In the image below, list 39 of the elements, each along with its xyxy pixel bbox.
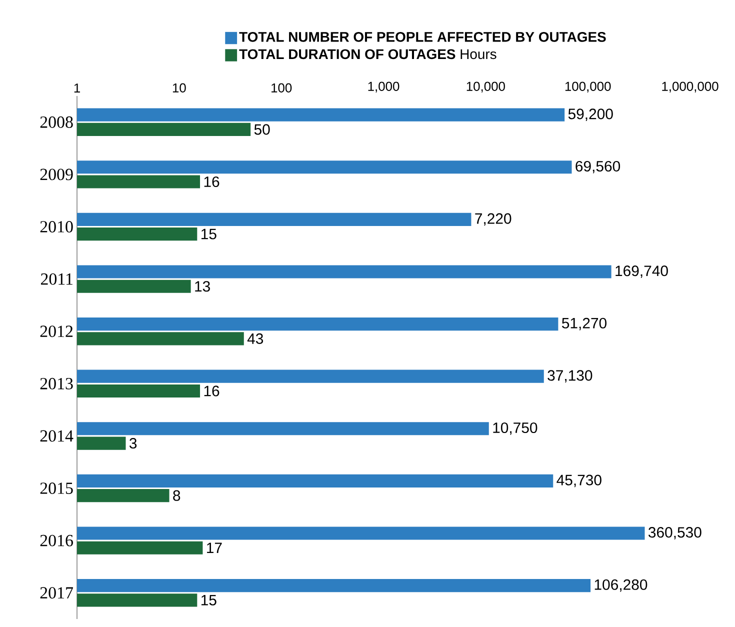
y-tick-label: 2012 bbox=[40, 326, 73, 338]
x-tick-label: 100 bbox=[272, 83, 292, 92]
x-tick-label: 1,000 bbox=[368, 82, 400, 92]
data-label: 43 bbox=[247, 333, 264, 344]
data-label: 360,530 bbox=[648, 527, 702, 540]
y-tick-label: 2008 bbox=[40, 116, 73, 128]
legend-label: TOTAL NUMBER OF PEOPLE AFFECTED BY OUTAGES bbox=[239, 32, 606, 42]
x-tick-label: 1 bbox=[74, 84, 80, 92]
data-label: 69,560 bbox=[576, 160, 620, 174]
data-label: 106,280 bbox=[594, 579, 648, 592]
legend-label: TOTAL DURATION OF OUTAGES Hours bbox=[239, 49, 496, 60]
y-tick-label: 2014 bbox=[40, 430, 74, 442]
data-label: 16 bbox=[204, 176, 220, 188]
y-tick-label: 2016 bbox=[40, 534, 73, 546]
y-tick-label: 2015 bbox=[40, 482, 73, 494]
data-label: 45,730 bbox=[556, 474, 602, 488]
data-label: 7,220 bbox=[475, 213, 512, 226]
data-label: 10,750 bbox=[493, 422, 538, 435]
data-label: 16 bbox=[204, 386, 220, 396]
x-tick-label: 10 bbox=[172, 83, 186, 92]
data-label: 37,130 bbox=[548, 370, 592, 382]
y-tick-label: 2010 bbox=[40, 221, 73, 232]
x-tick-label: 100,000 bbox=[565, 82, 611, 92]
y-tick-label: 2017 bbox=[40, 587, 73, 599]
data-label: 15 bbox=[201, 228, 216, 240]
data-label: 50 bbox=[254, 124, 270, 135]
y-tick-label: 2009 bbox=[40, 168, 73, 180]
data-label: 15 bbox=[201, 594, 216, 606]
data-label: 59,200 bbox=[568, 108, 613, 121]
x-tick-label: 10,000 bbox=[466, 82, 505, 92]
data-label: 3 bbox=[129, 438, 137, 449]
data-label: 8 bbox=[173, 490, 180, 501]
y-tick-label: 2013 bbox=[40, 378, 73, 390]
data-label: 13 bbox=[195, 281, 210, 292]
data-label: 169,740 bbox=[616, 266, 668, 278]
y-tick-label: 2011 bbox=[40, 273, 72, 285]
data-label: 51,270 bbox=[562, 318, 606, 330]
data-label: 17 bbox=[207, 542, 222, 554]
x-tick-label: 1,000,000 bbox=[662, 82, 718, 92]
